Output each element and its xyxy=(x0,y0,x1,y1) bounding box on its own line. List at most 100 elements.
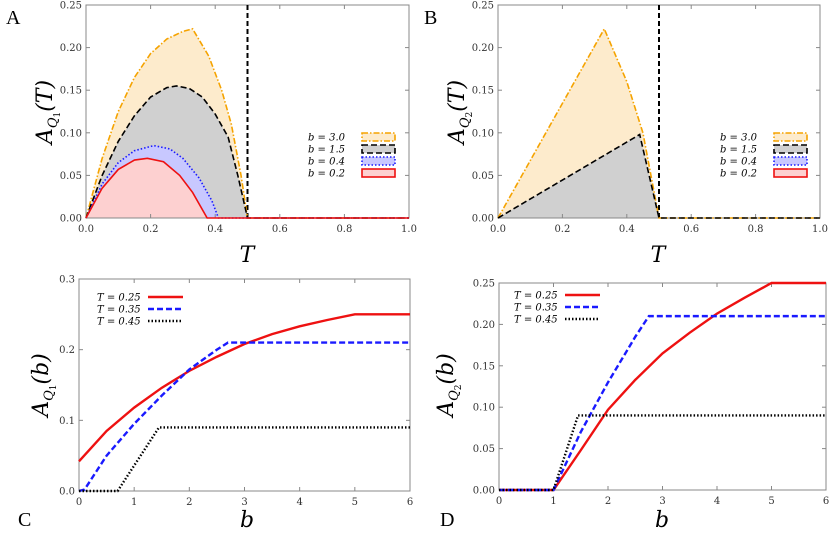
x-tick-label: 1.0 xyxy=(401,224,417,235)
x-tick-label: 0.8 xyxy=(748,224,764,235)
y-label-subsub: 1 xyxy=(53,112,63,118)
y-axis-label: AQ1(T) xyxy=(33,80,63,146)
y-tick-label: 0.15 xyxy=(60,86,82,97)
y-label-base: A xyxy=(434,401,459,419)
x-tick-label: 0.2 xyxy=(143,224,159,235)
y-axis-label: AQ1(b) xyxy=(29,353,59,419)
x-tick-label: 6 xyxy=(823,496,829,507)
y-label-subsub: 2 xyxy=(454,384,464,390)
panel-letter: A xyxy=(6,7,21,29)
legend-label: b = 3.0 xyxy=(308,133,346,144)
legend-label: b = 0.4 xyxy=(308,157,345,168)
y-label-arg: (b) xyxy=(434,353,459,384)
y-tick-label: 0.20 xyxy=(472,43,494,54)
legend-swatch xyxy=(773,132,808,142)
x-axis-label: T xyxy=(651,243,668,268)
x-tick-label: 0.4 xyxy=(619,224,635,235)
x-tick-label: 1 xyxy=(131,497,137,508)
series-line xyxy=(85,27,409,219)
y-label-base: A xyxy=(33,128,58,146)
x-tick-label: 0.4 xyxy=(207,224,223,235)
y-tick-label: 0.25 xyxy=(473,279,495,290)
legend-label: b = 0.2 xyxy=(720,169,757,180)
x-tick-label: 5 xyxy=(768,496,774,507)
series-line xyxy=(79,426,410,493)
y-label-subsub: 2 xyxy=(465,112,475,118)
y-tick-label: 0.15 xyxy=(473,361,495,372)
y-tick-label: 0.20 xyxy=(60,43,82,54)
y-tick-label: 0.2 xyxy=(59,345,75,356)
x-tick-label: 0.8 xyxy=(336,224,352,235)
area-fill xyxy=(498,134,820,218)
x-tick-label: 5 xyxy=(352,497,358,508)
x-tick-label: 0.6 xyxy=(683,224,699,235)
x-tick-label: 6 xyxy=(407,497,413,508)
y-tick-label: 0.00 xyxy=(472,214,494,225)
y-label-arg: (T) xyxy=(445,80,470,112)
y-tick-label: 0.10 xyxy=(60,128,82,139)
series-line xyxy=(85,157,409,219)
x-tick-label: 0 xyxy=(76,497,82,508)
series-line xyxy=(497,133,820,219)
panel-A: 0.0 0.2 0.4 0.6 0.8 1.0 0.00 0.05 0.10 0.15 0.20 0.… xyxy=(6,1,417,269)
legend-swatch xyxy=(361,168,396,178)
legend-swatch xyxy=(773,168,808,178)
legend-swatch xyxy=(361,156,396,166)
legend-swatch xyxy=(773,144,808,154)
legend-swatch xyxy=(361,144,396,154)
y-axis-label: AQ2(b) xyxy=(434,353,464,419)
series-line xyxy=(499,414,826,492)
y-tick-label: 0.00 xyxy=(473,486,495,497)
x-tick-label: 2 xyxy=(605,496,611,507)
x-tick-label: 0.2 xyxy=(554,224,570,235)
x-axis-label: b xyxy=(655,508,669,533)
y-tick-label: 0.0 xyxy=(59,487,75,498)
y-tick-label: 0.05 xyxy=(472,171,494,182)
legend-label: T = 0.25 xyxy=(97,293,141,304)
legend-label: b = 3.0 xyxy=(720,133,758,144)
x-tick-label: 1.0 xyxy=(812,224,828,235)
y-tick-label: 0.25 xyxy=(472,1,494,12)
x-tick-label: 3 xyxy=(659,496,665,507)
y-label-sub: Q xyxy=(447,390,462,401)
x-tick-label: 0.6 xyxy=(272,224,288,235)
y-label-arg: (b) xyxy=(29,353,54,384)
y-tick-label: 0.05 xyxy=(473,444,495,455)
legend-label: b = 0.4 xyxy=(720,157,757,168)
panel-letter: D xyxy=(440,509,454,531)
y-tick-label: 0.20 xyxy=(473,320,495,331)
series-line xyxy=(499,314,826,492)
y-tick-label: 0.1 xyxy=(59,416,75,427)
x-tick-label: 3 xyxy=(241,497,247,508)
y-label-base: A xyxy=(29,401,54,419)
y-tick-label: 0.25 xyxy=(60,1,82,12)
y-label-subsub: 1 xyxy=(49,384,59,390)
legend-label: T = 0.45 xyxy=(97,317,141,328)
legend-label: T = 0.25 xyxy=(514,291,558,302)
y-tick-label: 0.10 xyxy=(472,128,494,139)
y-label-arg: (T) xyxy=(33,80,58,112)
panel-B: 0.0 0.2 0.4 0.6 0.8 1.0 0.00 0.05 0.10 0.15 0.20 0.… xyxy=(424,1,828,269)
y-label-base: A xyxy=(445,128,470,146)
series-line xyxy=(85,85,409,219)
x-tick-label: 4 xyxy=(296,497,302,508)
y-tick-label: 0.00 xyxy=(60,214,82,225)
legend-label: b = 1.5 xyxy=(720,145,757,156)
series-line xyxy=(78,313,410,463)
y-tick-label: 0.10 xyxy=(473,403,495,414)
y-label-sub: Q xyxy=(458,117,473,128)
legend-swatch xyxy=(773,156,808,166)
panel-letter: C xyxy=(18,509,31,531)
area-fill xyxy=(86,158,409,218)
series-line xyxy=(499,281,826,492)
panel-letter: B xyxy=(424,7,437,29)
x-axis-label: b xyxy=(240,508,254,533)
series-line xyxy=(497,27,820,219)
x-axis-label: T xyxy=(240,243,257,268)
panel-C: 0 1 2 3 4 5 6 0.0 0.1 0.2 0.3 T = 0.25T = 0.35T = 0… xyxy=(18,275,413,534)
legend-swatch xyxy=(361,132,396,142)
panel-D: 0 1 2 3 4 5 60.000.050.100.150.200.25T = 0.25T… xyxy=(434,279,829,534)
y-tick-label: 0.15 xyxy=(472,86,494,97)
y-label-sub: Q xyxy=(46,117,61,128)
